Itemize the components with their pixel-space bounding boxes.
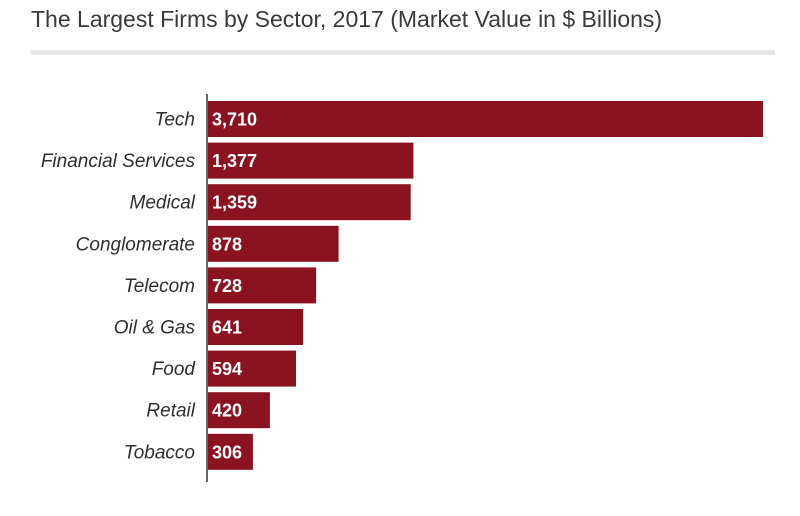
chart-title: The Largest Firms by Sector, 2017 (Marke… [31,6,663,32]
value-label-1: 1,377 [212,151,257,171]
bar-4 [207,267,317,304]
category-label-1: Financial Services [41,151,196,172]
value-label-4: 728 [212,276,242,296]
category-label-4: Telecom [124,276,195,297]
value-label-2: 1,359 [212,193,257,213]
bar-3 [207,225,339,262]
category-label-2: Medical [130,193,196,214]
bar-0 [207,101,763,137]
value-label-0: 3,710 [212,110,257,130]
bar-2 [207,184,411,221]
category-label-7: Retail [146,401,195,422]
bar-6 [207,350,296,387]
bar-1 [207,142,414,179]
category-label-3: Conglomerate [76,234,195,255]
value-label-7: 420 [212,401,242,421]
bar-7 [207,392,270,429]
value-label-3: 878 [212,234,242,254]
bar-8 [207,433,253,470]
value-label-5: 641 [212,318,242,338]
category-label-0: Tech [155,110,196,131]
category-label-8: Tobacco [124,442,195,463]
value-label-6: 594 [212,359,242,379]
category-label-5: Oil & Gas [114,318,196,339]
value-label-8: 306 [212,442,242,462]
bar-5 [207,309,304,345]
category-label-6: Food [152,359,197,380]
title-underline [31,50,775,55]
